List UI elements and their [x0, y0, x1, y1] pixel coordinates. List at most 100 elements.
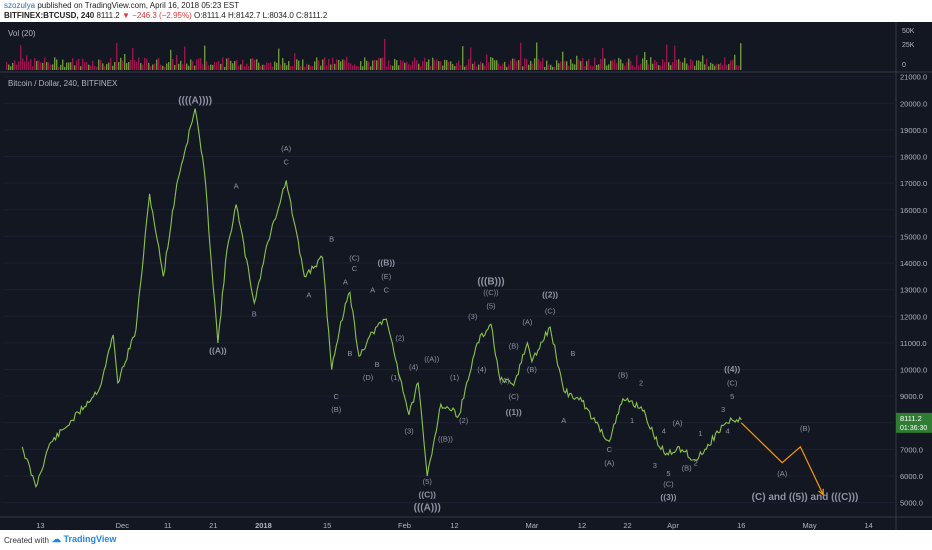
- volume-bar: [192, 60, 194, 70]
- volume-bar: [122, 60, 124, 70]
- volume-bar: [110, 57, 112, 70]
- volume-bar: [200, 58, 202, 70]
- volume-bar: [308, 64, 310, 70]
- chart-area[interactable]: Vol (20) 50K 25K 0 21000.0 20000.0 19000.0 1800…: [0, 22, 932, 530]
- volume-bar: [474, 61, 476, 70]
- volume-bar: [384, 38, 386, 70]
- bar-countdown-label: 01:36:30: [900, 425, 927, 432]
- volume-bar: [568, 65, 570, 70]
- volume-bar: [500, 65, 502, 70]
- volume-bar: [96, 66, 98, 70]
- volume-bar: [688, 65, 690, 70]
- volume-bar: [258, 62, 260, 70]
- volume-bar: [602, 47, 604, 70]
- price-tick-label: 19000.0: [900, 126, 927, 135]
- volume-bar: [72, 58, 74, 70]
- volume-bar: [390, 64, 392, 70]
- volume-bar: [598, 64, 600, 70]
- volume-bar: [164, 66, 166, 70]
- wave-label: (2): [459, 416, 469, 425]
- volume-bar: [738, 65, 740, 70]
- volume-bar: [352, 65, 354, 70]
- volume-bar: [218, 60, 220, 70]
- volume-bar: [574, 64, 576, 70]
- volume-bar: [676, 59, 678, 70]
- volume-bar: [234, 61, 236, 70]
- volume-bar: [576, 55, 578, 70]
- volume-bar: [306, 63, 308, 70]
- volume-bar: [354, 64, 356, 70]
- wave-label: (A): [777, 469, 788, 478]
- volume-bar: [640, 63, 642, 70]
- volume-bar: [6, 62, 8, 70]
- volume-bar: [60, 64, 62, 70]
- volume-bar: [734, 54, 736, 70]
- volume-bar: [518, 60, 520, 70]
- volume-bar: [704, 64, 706, 70]
- volume-bar: [622, 63, 624, 70]
- volume-bar: [508, 64, 510, 70]
- volume-bar: [252, 58, 254, 70]
- volume-bar: [168, 62, 170, 70]
- high-value: H:8142.7: [227, 11, 261, 20]
- volume-bar: [668, 62, 670, 70]
- volume-bar: [438, 61, 440, 70]
- volume-bar: [256, 59, 258, 70]
- wave-label: C: [607, 445, 613, 454]
- wave-label: (A): [604, 458, 615, 467]
- publish-info: szozulya published on TradingView.com, A…: [4, 1, 239, 10]
- volume-bar: [578, 59, 580, 70]
- volume-bar: [430, 66, 432, 70]
- volume-bar: [210, 64, 212, 70]
- tradingview-logo[interactable]: ☁ TradingView: [52, 534, 117, 544]
- volume-bar: [28, 61, 30, 70]
- volume-bar: [398, 65, 400, 70]
- volume-bar: [266, 62, 268, 70]
- volume-bar: [674, 45, 676, 70]
- volume-bar: [724, 57, 726, 70]
- volume-bar: [514, 58, 516, 70]
- author-link[interactable]: szozulya: [4, 1, 36, 10]
- volume-bar: [232, 63, 234, 70]
- price-tick-label: 21000.0: [900, 73, 927, 82]
- volume-bar: [238, 65, 240, 70]
- volume-bar: [156, 59, 158, 70]
- volume-bar: [414, 57, 416, 70]
- wave-label: ((3)): [660, 492, 676, 502]
- volume-bar: [652, 63, 654, 70]
- volume-bar: [12, 62, 14, 70]
- volume-bar: [460, 65, 462, 70]
- price-tick-label: 14000.0: [900, 259, 927, 268]
- volume-bar: [440, 61, 442, 70]
- volume-bar: [396, 60, 398, 70]
- volume-bar: [702, 55, 704, 70]
- publish-text: published on TradingView.com, April 16, …: [37, 1, 240, 10]
- volume-bar: [434, 60, 436, 70]
- wave-label: 4: [726, 426, 730, 435]
- volume-bar: [404, 62, 406, 70]
- volume-bar: [292, 66, 294, 70]
- volume-bar: [268, 63, 270, 70]
- wave-label: 5: [730, 392, 734, 401]
- volume-bar: [154, 63, 156, 70]
- price-chart[interactable]: Vol (20) 50K25K021000.020000.019000.01800…: [0, 22, 932, 530]
- volume-bar: [316, 57, 318, 70]
- volume-bar: [660, 65, 662, 70]
- volume-bar: [340, 61, 342, 70]
- volume-bar: [472, 63, 474, 70]
- wave-label: 3: [653, 461, 657, 470]
- volume-bar: [336, 59, 338, 70]
- volume-bar: [152, 64, 154, 70]
- volume-bar: [230, 60, 232, 70]
- volume-bar: [26, 55, 28, 70]
- volume-bar: [732, 59, 734, 70]
- wave-label: (C): [509, 392, 520, 401]
- volume-bar: [600, 59, 602, 70]
- volume-bar: [604, 58, 606, 70]
- volume-bar: [302, 59, 304, 70]
- time-tick-label: Feb: [398, 521, 411, 530]
- wave-label: (B): [682, 464, 693, 473]
- wave-label: ((2)): [542, 290, 558, 300]
- volume-bar: [708, 66, 710, 70]
- volume-bar: [582, 58, 584, 70]
